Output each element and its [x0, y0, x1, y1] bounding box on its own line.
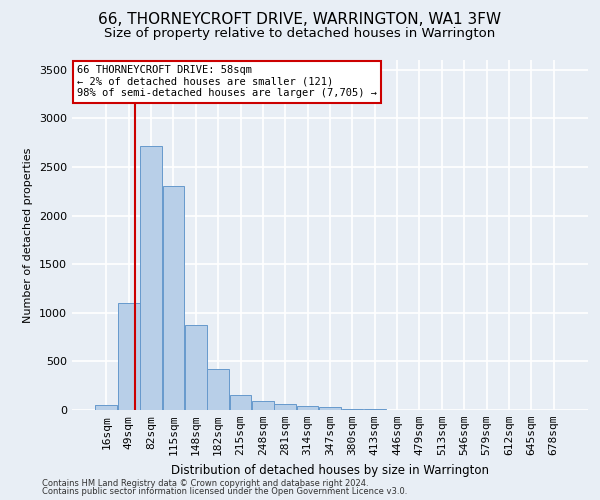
Text: 66 THORNEYCROFT DRIVE: 58sqm
← 2% of detached houses are smaller (121)
98% of se: 66 THORNEYCROFT DRIVE: 58sqm ← 2% of det…	[77, 66, 377, 98]
Bar	[341, 408, 363, 410]
Text: 66, THORNEYCROFT DRIVE, WARRINGTON, WA1 3FW: 66, THORNEYCROFT DRIVE, WARRINGTON, WA1 …	[98, 12, 502, 28]
Bar	[364, 409, 386, 410]
Bar	[140, 146, 162, 410]
X-axis label: Distribution of detached houses by size in Warrington: Distribution of detached houses by size …	[171, 464, 489, 476]
Bar	[118, 303, 140, 410]
Bar	[163, 186, 184, 410]
Text: Contains public sector information licensed under the Open Government Licence v3: Contains public sector information licen…	[42, 487, 407, 496]
Bar	[208, 368, 229, 410]
Bar	[274, 404, 296, 410]
Bar	[297, 406, 319, 410]
Y-axis label: Number of detached properties: Number of detached properties	[23, 148, 34, 322]
Text: Contains HM Land Registry data © Crown copyright and database right 2024.: Contains HM Land Registry data © Crown c…	[42, 478, 368, 488]
Bar	[319, 407, 341, 410]
Bar	[252, 401, 274, 410]
Bar	[230, 395, 251, 410]
Bar	[185, 326, 206, 410]
Bar	[95, 405, 117, 410]
Text: Size of property relative to detached houses in Warrington: Size of property relative to detached ho…	[104, 28, 496, 40]
